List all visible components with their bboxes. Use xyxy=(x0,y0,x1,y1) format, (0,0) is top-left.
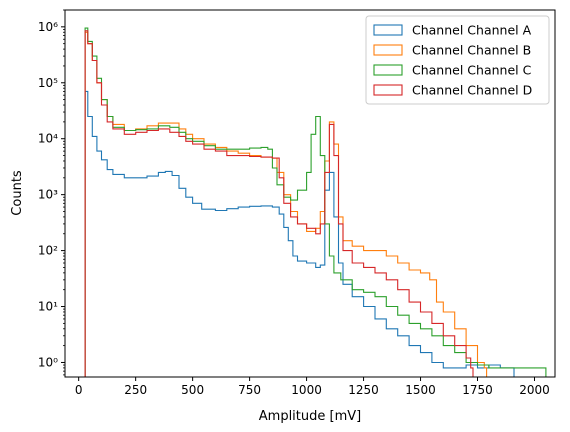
y-tick-label: 10³ xyxy=(38,188,58,202)
legend-swatch xyxy=(373,64,403,76)
y-tick-label: 10¹ xyxy=(38,300,58,314)
x-tick-label: 1250 xyxy=(348,383,379,397)
legend-swatch xyxy=(373,24,403,36)
x-axis-label: Amplitude [mV] xyxy=(259,409,361,424)
x-tick-label: 0 xyxy=(75,383,83,397)
legend: Channel Channel A Channel Channel B Channe… xyxy=(365,15,550,105)
series-layer xyxy=(84,27,547,377)
y-tick-label: 10⁵ xyxy=(38,76,58,90)
x-tick-label: 750 xyxy=(238,383,261,397)
legend-label: Channel Channel B xyxy=(412,43,531,58)
x-tick-label: 2000 xyxy=(519,383,550,397)
series-line-3 xyxy=(84,27,547,377)
y-tick-label: 10² xyxy=(38,244,58,258)
legend-label: Channel Channel C xyxy=(412,63,532,78)
y-tick-label: 10⁶ xyxy=(38,20,58,34)
series-line-4 xyxy=(84,30,474,377)
x-tick-label: 1000 xyxy=(291,383,322,397)
x-tick-label: 500 xyxy=(181,383,204,397)
y-tick-label: 10⁰ xyxy=(38,355,58,369)
y-axis-label: Counts xyxy=(10,170,25,216)
legend-swatch xyxy=(373,44,403,56)
x-tick-label: 250 xyxy=(124,383,147,397)
y-tick-label: 10⁴ xyxy=(38,132,58,146)
axes-layer: 0 250 500 750 1000 1250 1500 1750 2000 10⁰ 10¹ 10² 1… xyxy=(38,9,556,397)
legend-swatch xyxy=(373,84,403,96)
x-tick-label: 1500 xyxy=(405,383,436,397)
legend-label: Channel Channel A xyxy=(412,23,532,38)
legend-label: Channel Channel D xyxy=(412,83,532,98)
x-tick-label: 1750 xyxy=(462,383,493,397)
axes-frame xyxy=(64,9,556,378)
legend-box xyxy=(365,15,550,105)
series-line-1 xyxy=(84,90,515,377)
